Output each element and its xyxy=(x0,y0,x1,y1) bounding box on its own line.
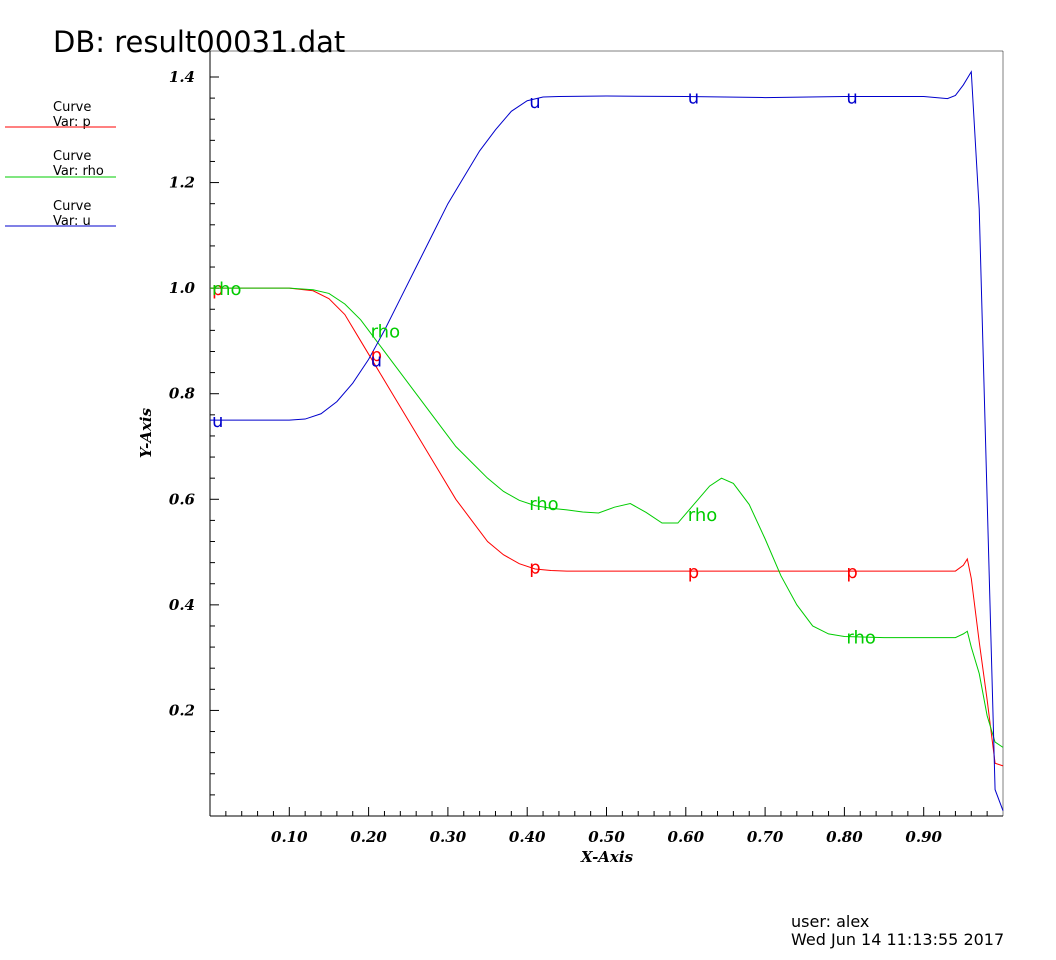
series-line-u xyxy=(210,70,1004,811)
legend-item-rho: Curve Var: rho xyxy=(5,149,116,179)
x-axis-tick-label: 0.50 xyxy=(588,828,625,846)
legend-item-u-line1: Curve xyxy=(53,199,91,214)
series-line-rho xyxy=(210,287,1004,748)
legend-item-rho-line1: Curve xyxy=(53,149,91,164)
series-label-rho: rho xyxy=(371,321,401,342)
y-axis-minor-ticks xyxy=(210,76,219,817)
series-label-rho: rho xyxy=(846,628,876,649)
legend-item-u: Curve Var: u xyxy=(5,199,116,229)
x-axis-tick-label: 0.60 xyxy=(668,828,705,846)
series-label-u: u xyxy=(688,88,699,109)
x-axis-tick-labels: 0.10 0.20 0.30 0.40 0.50 0.60 0.70 0.80 0.90 xyxy=(271,828,942,846)
y-axis-tick-labels: 0.2 0.4 0.6 0.8 1.0 1.2 1.4 xyxy=(169,68,196,719)
series-label-rho: rho xyxy=(212,279,242,300)
chart-title: DB: result00031.dat xyxy=(53,25,345,59)
series-label-u: u xyxy=(846,88,857,109)
x-axis-title: X-Axis xyxy=(580,848,634,866)
series-label-p: p xyxy=(846,562,857,583)
legend-item-p-line1: Curve xyxy=(53,100,91,115)
series-label-u: u xyxy=(371,350,382,371)
series-label-p: p xyxy=(688,562,699,583)
y-axis-tick-label: 0.8 xyxy=(169,385,196,403)
y-axis-tick-label: 1.0 xyxy=(169,279,196,297)
legend: Curve Var: p Curve Var: rho Curve Var: u xyxy=(5,100,116,229)
legend-item-u-line2: Var: u xyxy=(53,214,91,229)
plot-frame xyxy=(209,50,1004,817)
series-layer xyxy=(210,70,1004,811)
series-label-u: u xyxy=(529,92,540,113)
x-axis-tick-label: 0.90 xyxy=(905,828,942,846)
y-axis-tick-label: 0.4 xyxy=(169,596,195,614)
x-axis-minor-ticks xyxy=(225,807,988,816)
x-axis-tick-label: 0.70 xyxy=(747,828,784,846)
legend-item-p: Curve Var: p xyxy=(5,100,116,130)
series-label-rho: rho xyxy=(688,505,718,526)
x-axis-tick-label: 0.80 xyxy=(826,828,863,846)
series-line-p xyxy=(210,287,1004,767)
x-axis-tick-label: 0.20 xyxy=(350,828,387,846)
legend-item-rho-line2: Var: rho xyxy=(53,164,104,179)
series-label-p: p xyxy=(371,345,382,366)
x-axis-tick-label: 0.30 xyxy=(430,828,467,846)
footer-timestamp: Wed Jun 14 11:13:55 2017 xyxy=(791,930,1004,949)
series-label-p: p xyxy=(529,557,540,578)
x-axis-tick-label: 0.10 xyxy=(271,828,308,846)
series-label-u: u xyxy=(212,411,223,432)
series-label-p: p xyxy=(212,279,223,300)
y-axis-title: Y-Axis xyxy=(137,407,155,458)
footer-user: user: alex xyxy=(791,912,869,931)
y-axis-tick-label: 0.6 xyxy=(169,490,196,508)
legend-item-p-line2: Var: p xyxy=(53,115,91,130)
y-axis-tick-label: 0.2 xyxy=(169,701,195,719)
y-axis-tick-label: 1.2 xyxy=(169,174,195,192)
y-axis-tick-label: 1.4 xyxy=(169,68,195,86)
x-axis-tick-label: 0.40 xyxy=(509,828,546,846)
series-label-rho: rho xyxy=(529,494,559,515)
